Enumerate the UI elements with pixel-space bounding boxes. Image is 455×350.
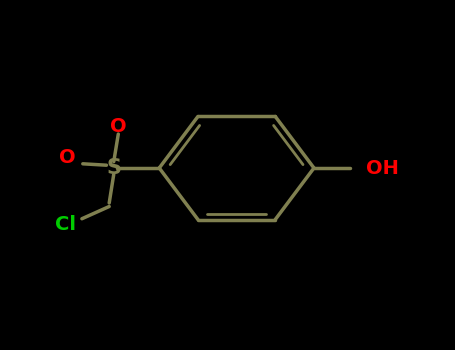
Text: O: O xyxy=(59,148,76,167)
Text: Cl: Cl xyxy=(56,215,76,233)
Text: O: O xyxy=(110,117,126,135)
Text: S: S xyxy=(106,158,121,178)
Text: OH: OH xyxy=(366,159,399,177)
